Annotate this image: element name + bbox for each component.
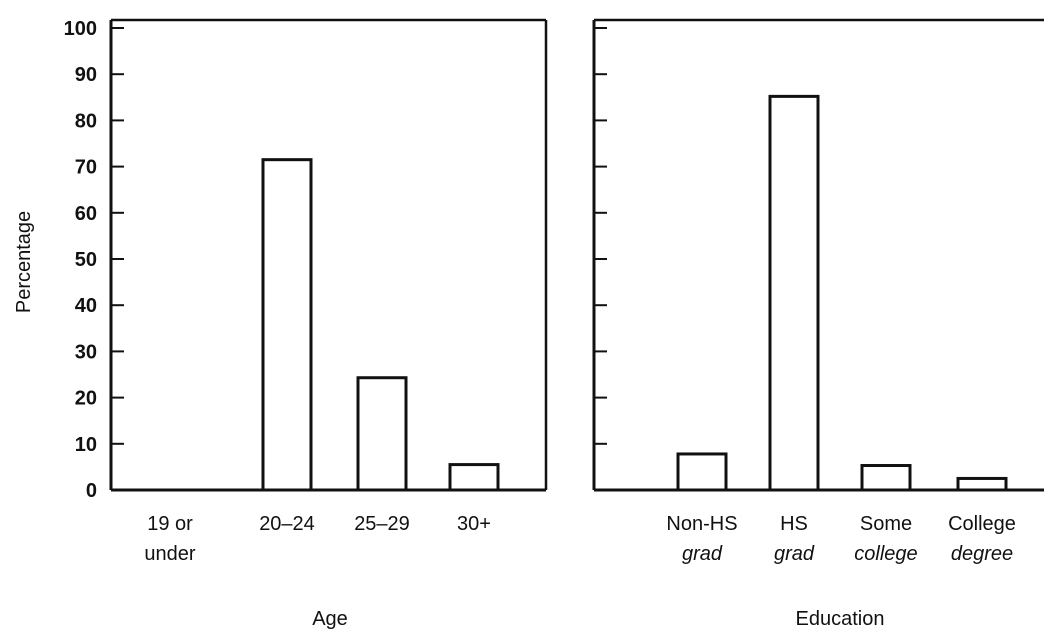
edu-category-label-line2: college xyxy=(854,543,917,565)
age-bar xyxy=(448,463,500,492)
edu-bar xyxy=(768,94,820,492)
edu-category-label: Some xyxy=(860,513,912,535)
y-tick-label: 90 xyxy=(75,64,97,86)
edu-category-label: College xyxy=(948,513,1016,535)
age-bars xyxy=(261,158,500,492)
education-panel: Non-HS grad HS grad Some college College degree… xyxy=(592,18,1044,630)
age-category-label-line2: under xyxy=(144,543,195,565)
edu-x-axis-title: Education xyxy=(796,608,885,630)
age-category-label: 20–24 xyxy=(259,513,315,535)
age-x-axis-title: Age xyxy=(312,608,348,630)
edu-bar xyxy=(956,476,1008,492)
y-tick-label: 30 xyxy=(75,341,97,363)
edu-category-label-line2: degree xyxy=(951,543,1013,565)
age-bar xyxy=(261,158,313,492)
y-tick-label: 100 xyxy=(64,18,97,40)
edu-category-label-line2: grad xyxy=(774,543,815,565)
y-tick-label: 60 xyxy=(75,203,97,225)
age-bar xyxy=(356,376,408,492)
age-y-ticks: 0 10 20 30 40 50 60 70 80 90 100 xyxy=(64,18,124,502)
y-axis-title: Percentage xyxy=(13,211,35,313)
y-tick-label: 0 xyxy=(86,480,97,502)
edu-category-label: HS xyxy=(780,513,808,535)
y-tick-label: 40 xyxy=(75,295,97,317)
edu-category-label: Non-HS xyxy=(666,513,737,535)
edu-y-ticks xyxy=(594,27,607,491)
edu-bars xyxy=(676,94,1008,492)
age-category-labels: 19 or under 20–24 25–29 30+ xyxy=(144,513,491,565)
edu-bar xyxy=(676,452,728,492)
y-tick-label: 20 xyxy=(75,388,97,410)
age-panel: 0 10 20 30 40 50 60 70 80 90 100 19 or under 20–24 25… xyxy=(13,18,548,630)
edu-bar xyxy=(860,464,912,492)
y-tick-label: 80 xyxy=(75,110,97,132)
y-tick-label: 50 xyxy=(75,249,97,271)
edu-category-label-line2: grad xyxy=(682,543,723,565)
y-tick-label: 70 xyxy=(75,157,97,179)
age-category-label: 19 or xyxy=(147,513,193,535)
y-tick-label: 10 xyxy=(75,434,97,456)
age-category-label: 25–29 xyxy=(354,513,410,535)
edu-category-labels: Non-HS grad HS grad Some college College degree xyxy=(666,513,1015,565)
age-category-label: 30+ xyxy=(457,513,491,535)
